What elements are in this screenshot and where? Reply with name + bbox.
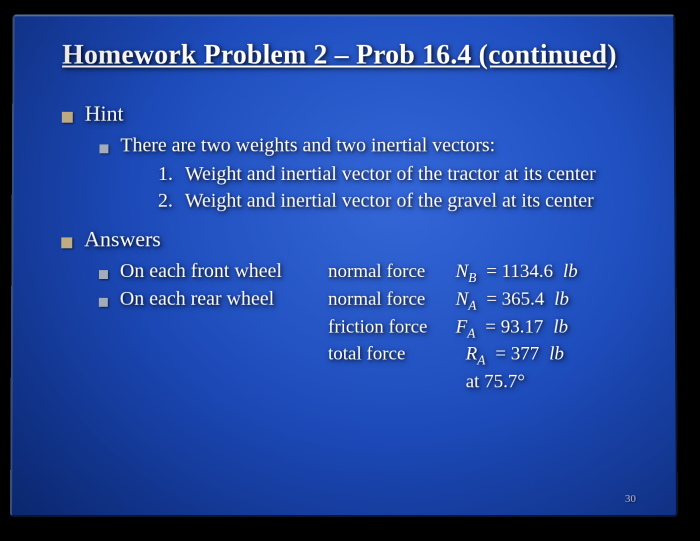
force-symbol: NA bbox=[456, 289, 477, 314]
force-unit: lb bbox=[553, 316, 568, 338]
answer-value: normal force NA = 365.4 lb bbox=[328, 289, 569, 314]
answer-row-rear-normal: On each rear wheel normal force NA = 365… bbox=[99, 288, 641, 314]
force-label: total force bbox=[328, 344, 420, 366]
force-label: friction force bbox=[328, 316, 446, 338]
hint-item-1: 1. Weight and inertial vector of the tra… bbox=[151, 163, 640, 186]
force-value: = 93.17 bbox=[485, 316, 543, 338]
hint-lead: There are two weights and two inertial v… bbox=[120, 135, 495, 158]
force-symbol: FA bbox=[456, 316, 476, 341]
force-unit: lb bbox=[563, 261, 578, 283]
hint-lead-row: There are two weights and two inertial v… bbox=[99, 135, 640, 158]
square-bullet-icon bbox=[99, 298, 108, 307]
slide-title: Homework Problem 2 – Prob 16.4 (continue… bbox=[62, 40, 640, 72]
force-value: = 365.4 bbox=[486, 289, 544, 311]
answers-heading: Answers bbox=[84, 226, 161, 252]
hint-item-text: Weight and inertial vector of the tracto… bbox=[185, 163, 596, 186]
answers-grid: On each front wheel normal force NB = 11… bbox=[98, 260, 641, 393]
square-bullet-icon bbox=[99, 144, 108, 153]
square-bullet-icon bbox=[62, 112, 73, 123]
hint-heading-row: Hint bbox=[62, 101, 640, 127]
answers-heading-row: Answers bbox=[61, 226, 640, 252]
answer-row-rear-angle: . x at 75.7° bbox=[98, 371, 641, 394]
answer-value: x at 75.7° bbox=[328, 372, 525, 394]
ol-number: 1. bbox=[151, 163, 173, 186]
answer-left-label: On each front wheel bbox=[120, 260, 282, 283]
force-value: = 377 bbox=[495, 344, 539, 366]
force-label: normal force bbox=[328, 289, 446, 311]
force-label: normal force bbox=[328, 261, 446, 283]
answer-left-label: On each rear wheel bbox=[120, 288, 274, 311]
monitor-frame: Homework Problem 2 – Prob 16.4 (continue… bbox=[0, 0, 700, 541]
slide: Homework Problem 2 – Prob 16.4 (continue… bbox=[10, 14, 678, 517]
force-symbol: NB bbox=[456, 261, 477, 286]
page-number: 30 bbox=[625, 493, 636, 505]
force-value: = 1134.6 bbox=[486, 261, 553, 283]
answer-row-rear-total: . total force RA = 377 lb bbox=[99, 343, 642, 369]
hint-item-text: Weight and inertial vector of the gravel… bbox=[185, 190, 594, 213]
square-bullet-icon bbox=[61, 237, 72, 248]
hint-item-2: 2. Weight and inertial vector of the gra… bbox=[151, 190, 641, 213]
answer-row-front: On each front wheel normal force NB = 11… bbox=[99, 260, 641, 286]
hint-heading: Hint bbox=[85, 101, 124, 127]
square-bullet-icon bbox=[99, 270, 108, 279]
force-symbol: RA bbox=[466, 344, 486, 369]
force-unit: lb bbox=[554, 289, 569, 311]
answer-value: normal force NB = 1134.6 lb bbox=[328, 261, 578, 286]
answer-row-rear-friction: . friction force FA = 93.17 lb bbox=[99, 315, 641, 341]
force-angle: at 75.7° bbox=[466, 372, 525, 394]
answer-value: friction force FA = 93.17 lb bbox=[328, 316, 568, 341]
force-unit: lb bbox=[549, 344, 564, 366]
ol-number: 2. bbox=[151, 190, 173, 213]
answer-value: total force RA = 377 lb bbox=[328, 344, 564, 369]
answers-block: Answers On each front wheel normal force… bbox=[61, 226, 642, 393]
